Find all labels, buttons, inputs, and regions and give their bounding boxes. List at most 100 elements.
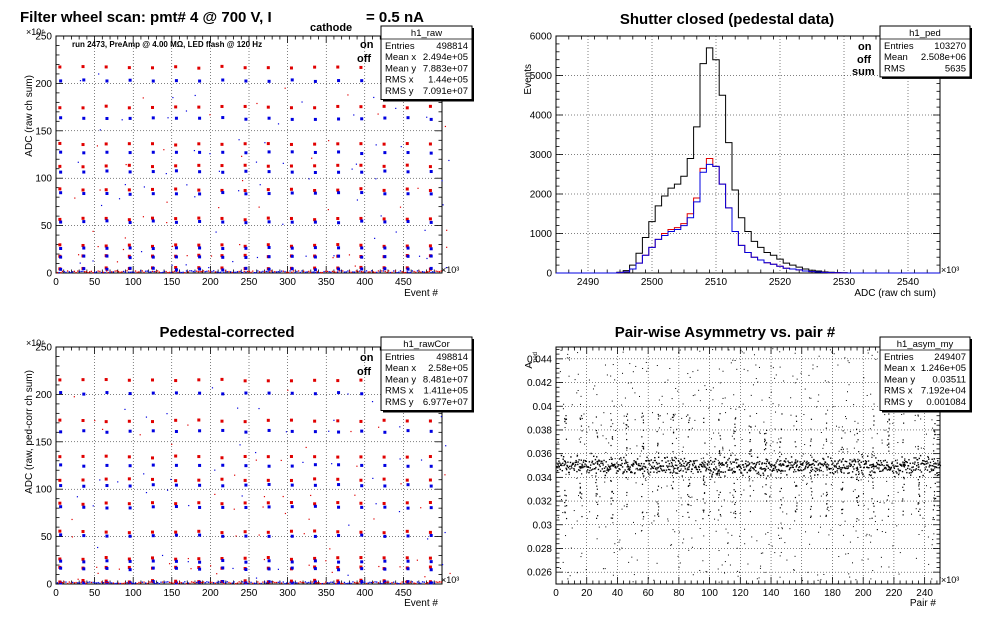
data-point-band — [808, 462, 810, 464]
data-point-off — [267, 482, 271, 486]
data-point-transition — [185, 264, 187, 266]
data-point-outlier — [675, 461, 677, 463]
data-point-outlier — [891, 461, 893, 463]
data-point-band — [676, 468, 679, 470]
data-point-off — [105, 116, 109, 120]
data-point-transition — [356, 465, 358, 467]
data-point-band — [777, 468, 780, 471]
data-point-off — [82, 505, 86, 509]
data-point-baseline — [167, 581, 169, 583]
data-point-band — [869, 464, 871, 466]
data-point-on — [81, 188, 85, 192]
data-point-band — [937, 474, 940, 476]
data-point-baseline — [350, 271, 352, 274]
data-point-transition — [167, 117, 169, 119]
data-point-band — [639, 468, 641, 470]
data-point-band — [621, 462, 623, 465]
data-point-on — [58, 65, 62, 69]
data-point-outlier — [852, 490, 854, 492]
data-point-outlier — [886, 464, 888, 466]
data-point-baseline — [333, 271, 335, 273]
data-point-off — [59, 533, 63, 537]
data-point-outlier — [597, 437, 599, 439]
data-point-band — [889, 467, 891, 469]
data-point-band — [568, 465, 571, 468]
data-point-outlier — [847, 360, 849, 362]
data-point-spike — [934, 474, 936, 476]
y-tick-label: 100 — [35, 485, 52, 496]
data-point-band — [605, 461, 607, 463]
data-point-outlier — [641, 529, 643, 531]
data-point-band — [594, 468, 596, 470]
data-point-baseline — [65, 271, 67, 274]
data-point-outlier — [703, 535, 705, 537]
data-point-spike — [734, 490, 737, 493]
data-point-band — [718, 461, 721, 464]
data-point-off — [290, 78, 294, 82]
data-point-on — [428, 188, 432, 192]
data-point-off — [128, 506, 132, 510]
data-point-outlier — [852, 562, 854, 564]
data-point-band — [669, 469, 671, 471]
data-point-outlier — [914, 414, 916, 416]
data-point-band — [772, 467, 775, 470]
data-point-baseline — [172, 582, 174, 584]
data-point-band — [631, 464, 634, 466]
data-point-baseline — [303, 270, 305, 273]
data-point-band — [646, 456, 648, 459]
data-point-on — [336, 217, 340, 221]
data-point-band — [739, 466, 742, 468]
data-point-outlier — [653, 460, 655, 462]
data-point-outlier — [927, 455, 929, 457]
data-point-baseline — [158, 583, 160, 585]
stats-row-value: 1.44e+05 — [428, 75, 468, 86]
data-point-off — [82, 192, 86, 196]
data-point-spike — [779, 455, 781, 458]
data-point-band — [567, 461, 569, 463]
data-point-spike — [610, 517, 612, 519]
data-point-on — [359, 243, 363, 247]
data-point-outlier — [675, 387, 677, 389]
data-point-spike — [765, 484, 767, 486]
data-point-spike — [810, 454, 812, 456]
data-point-band — [652, 461, 654, 464]
data-point-band — [791, 466, 794, 468]
data-point-outlier — [602, 435, 604, 437]
panel-asym-title: Pair-wise Asymmetry vs. pair # — [615, 324, 836, 341]
data-point-off — [59, 463, 63, 467]
data-point-band — [679, 462, 681, 464]
data-point-band — [586, 466, 588, 468]
data-point-baseline — [360, 271, 363, 273]
data-point-band — [704, 461, 706, 464]
data-point-baseline — [250, 271, 252, 273]
data-point-band — [861, 456, 864, 458]
data-point-baseline — [151, 270, 154, 273]
data-point-off — [59, 566, 63, 570]
data-point-band — [760, 466, 762, 469]
data-point-band — [676, 464, 678, 467]
data-point-on — [81, 478, 85, 482]
data-point-band — [600, 462, 602, 465]
data-point-outlier — [747, 582, 749, 584]
data-point-band — [703, 464, 706, 466]
data-point-on — [127, 163, 131, 167]
data-point-band — [590, 464, 592, 466]
data-point-outlier — [699, 527, 701, 529]
data-point-spike — [612, 499, 614, 502]
data-point-band — [785, 465, 788, 468]
data-point-off — [313, 430, 317, 434]
data-point-spike — [825, 427, 827, 429]
data-point-baseline — [155, 270, 157, 273]
data-point-band — [786, 474, 788, 476]
data-point-on — [359, 265, 363, 269]
data-point-on — [359, 378, 363, 382]
data-point-outlier — [860, 479, 862, 481]
data-point-band — [847, 467, 850, 469]
data-point-baseline — [309, 271, 312, 274]
data-point-off — [313, 255, 317, 259]
data-point-outlier — [571, 527, 573, 529]
data-point-outlier — [807, 462, 809, 464]
data-point-off — [337, 534, 341, 538]
data-point-band — [733, 461, 736, 463]
data-point-band — [692, 460, 695, 462]
